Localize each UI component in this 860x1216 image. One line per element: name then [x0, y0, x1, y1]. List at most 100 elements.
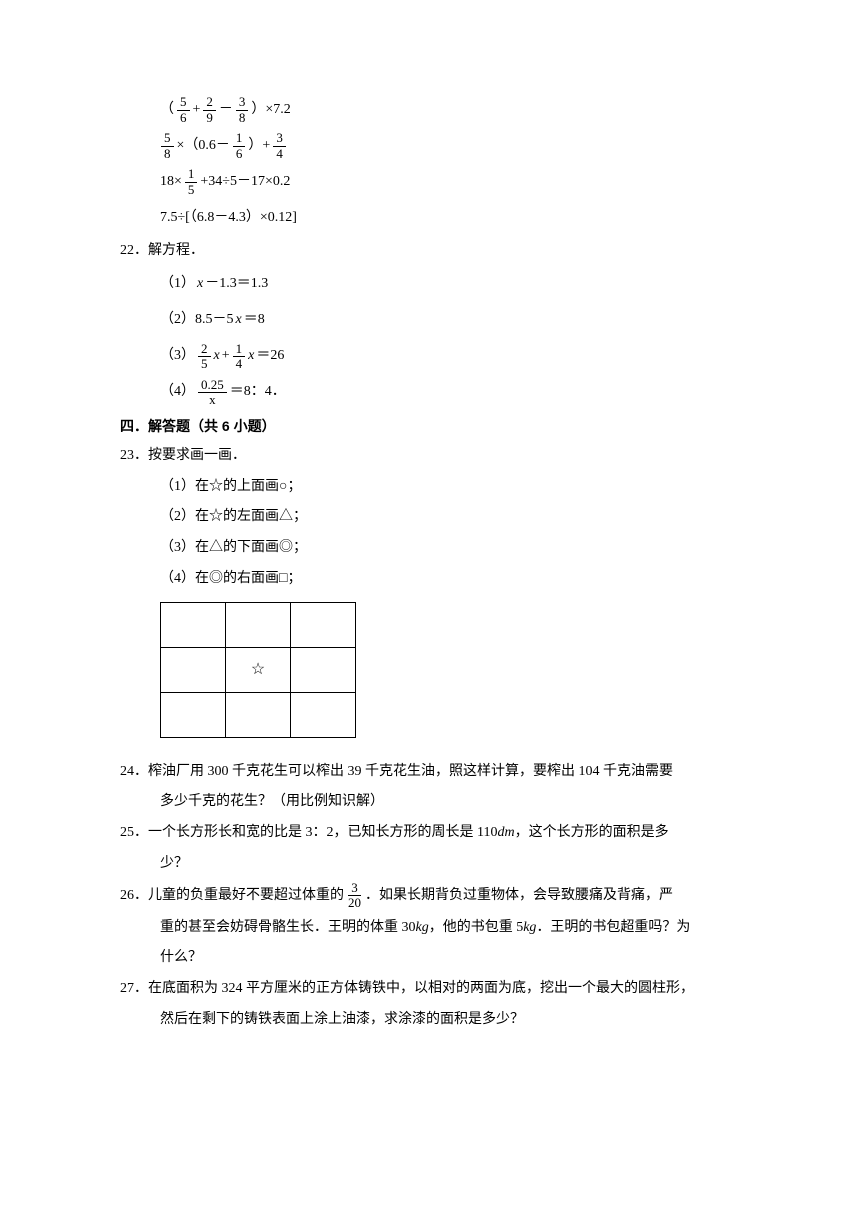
q23-grid: ☆	[160, 602, 356, 738]
text: ×（0.6－	[177, 133, 230, 160]
text: ＝8	[244, 307, 265, 334]
text: ）+	[248, 133, 270, 160]
denominator: 5	[185, 183, 198, 197]
q23-part4: （4）在◎的右面画□；	[160, 566, 760, 593]
label: （1）	[160, 271, 195, 298]
question-23: 23．按要求画一画．	[120, 443, 760, 470]
fraction: 1 6	[233, 131, 246, 161]
question-number: 22．	[120, 243, 148, 258]
denominator: 8	[236, 111, 249, 125]
q24-line2: 多少千克的花生？（用比例知识解）	[160, 789, 760, 816]
numerator: 3	[236, 95, 249, 110]
denominator: 5	[198, 357, 211, 371]
q23-part1: （1）在☆的上面画○；	[160, 474, 760, 501]
expression-2: 5 8 ×（0.6－ 1 6 ）+ 3 4	[160, 130, 760, 162]
text: 一个长方形长和宽的比是 3：2，已知长方形的周长是 110	[148, 825, 497, 840]
numerator: 1	[233, 342, 246, 357]
numerator: 2	[203, 95, 216, 110]
denominator: 20	[345, 896, 364, 910]
question-22: 22．解方程．	[120, 238, 760, 265]
denominator: 9	[203, 111, 216, 125]
denominator: 4	[233, 357, 246, 371]
denominator: x	[206, 393, 219, 407]
question-25: 25．一个长方形长和宽的比是 3：2，已知长方形的周长是 110dm，这个长方形…	[120, 820, 760, 847]
q22-part1: （1）x－1.3＝1.3	[160, 269, 760, 301]
numerator: 5	[177, 95, 190, 110]
unit-kg: kg	[523, 920, 536, 935]
question-26: 26．儿童的负重最好不要超过体重的 3 20 ．如果长期背负过重物体，会导致腰痛…	[120, 881, 760, 911]
question-number: 23．	[120, 448, 148, 463]
text: +	[222, 343, 230, 370]
fraction: 5 6	[177, 95, 190, 125]
text: +	[193, 97, 201, 124]
q22-part4: （4） 0.25 x ＝8：4．	[160, 377, 760, 409]
grid-cell	[291, 693, 356, 738]
text: 7.5÷[（6.8－4.3）×0.12]	[160, 205, 297, 232]
text: －1.3＝1.3	[205, 271, 268, 298]
label: （3）	[160, 343, 195, 370]
q23-part2: （2）在☆的左面画△；	[160, 504, 760, 531]
text: ，这个长方形的面积是多	[515, 825, 669, 840]
text: ）×7.2	[251, 97, 290, 124]
grid-cell	[161, 648, 226, 693]
numerator: 5	[161, 131, 174, 146]
unit-kg: kg	[416, 920, 429, 935]
denominator: 6	[233, 147, 246, 161]
denominator: 6	[177, 111, 190, 125]
variable-x: x	[197, 271, 203, 298]
numerator: 1	[233, 131, 246, 146]
text: （	[160, 97, 174, 124]
text: 18×	[160, 169, 182, 196]
text: 榨油厂用 300 千克花生可以榨出 39 千克花生油，照这样计算，要榨出 104…	[148, 764, 673, 779]
expression-3: 18× 1 5 +34÷5－17×0.2	[160, 166, 760, 198]
question-title: 按要求画一画．	[148, 448, 246, 463]
text: ．王明的书包超重吗？为	[536, 920, 690, 935]
grid-cell	[291, 648, 356, 693]
question-number: 25．	[120, 825, 148, 840]
grid-cell-star: ☆	[226, 648, 291, 693]
text: －	[219, 97, 233, 124]
text: 重的甚至会妨碍骨骼生长．王明的体重 30	[160, 920, 416, 935]
q22-part2: （2）8.5－5x＝8	[160, 305, 760, 337]
text: 在底面积为 324 平方厘米的正方体铸铁中，以相对的两面为底，挖出一个最大的圆柱…	[148, 981, 694, 996]
fraction: 3 20	[345, 881, 364, 911]
text: 儿童的负重最好不要超过体重的	[148, 883, 344, 910]
q26-line2: 重的甚至会妨碍骨骼生长．王明的体重 30kg，他的书包重 5kg．王明的书包超重…	[160, 915, 760, 942]
q23-part3: （3）在△的下面画◎；	[160, 535, 760, 562]
variable-x: x	[236, 307, 242, 334]
grid-cell	[161, 603, 226, 648]
numerator: 2	[198, 342, 211, 357]
q27-line2: 然后在剩下的铸铁表面上涂上油漆，求涂漆的面积是多少？	[160, 1007, 760, 1034]
fraction: 3 4	[273, 131, 286, 161]
text: ＝26	[256, 343, 284, 370]
denominator: 4	[273, 147, 286, 161]
expression-4: 7.5÷[（6.8－4.3）×0.12]	[160, 202, 760, 234]
text: ＝8：4．	[230, 379, 286, 406]
fraction: 1 5	[185, 167, 198, 197]
fraction: 3 8	[236, 95, 249, 125]
numerator: 1	[185, 167, 198, 182]
grid-cell	[291, 603, 356, 648]
label: （4）	[160, 379, 195, 406]
text: +34÷5－17×0.2	[200, 169, 290, 196]
q22-part3: （3） 2 5 x+ 1 4 x＝26	[160, 341, 760, 373]
grid-cell	[161, 693, 226, 738]
unit-dm: dm	[497, 825, 514, 840]
question-number: 24．	[120, 764, 148, 779]
fraction: 1 4	[233, 342, 246, 372]
q26-line3: 什么？	[160, 945, 760, 972]
fraction: 5 8	[161, 131, 174, 161]
question-number: 27．	[120, 981, 148, 996]
variable-x: x	[248, 343, 254, 370]
grid-cell	[226, 603, 291, 648]
denominator: 8	[161, 147, 174, 161]
q25-line2: 少？	[160, 851, 760, 878]
expression-1: （ 5 6 + 2 9 － 3 8 ）×7.2	[160, 94, 760, 126]
question-27: 27．在底面积为 324 平方厘米的正方体铸铁中，以相对的两面为底，挖出一个最大…	[120, 976, 760, 1003]
numerator: 0.25	[198, 378, 227, 393]
fraction: 0.25 x	[198, 378, 227, 408]
page-container: （ 5 6 + 2 9 － 3 8 ）×7.2 5 8 ×（0.6－ 1 6 ）…	[0, 0, 860, 1216]
fraction: 2 5	[198, 342, 211, 372]
variable-x: x	[214, 343, 220, 370]
text: ，他的书包重 5	[429, 920, 524, 935]
